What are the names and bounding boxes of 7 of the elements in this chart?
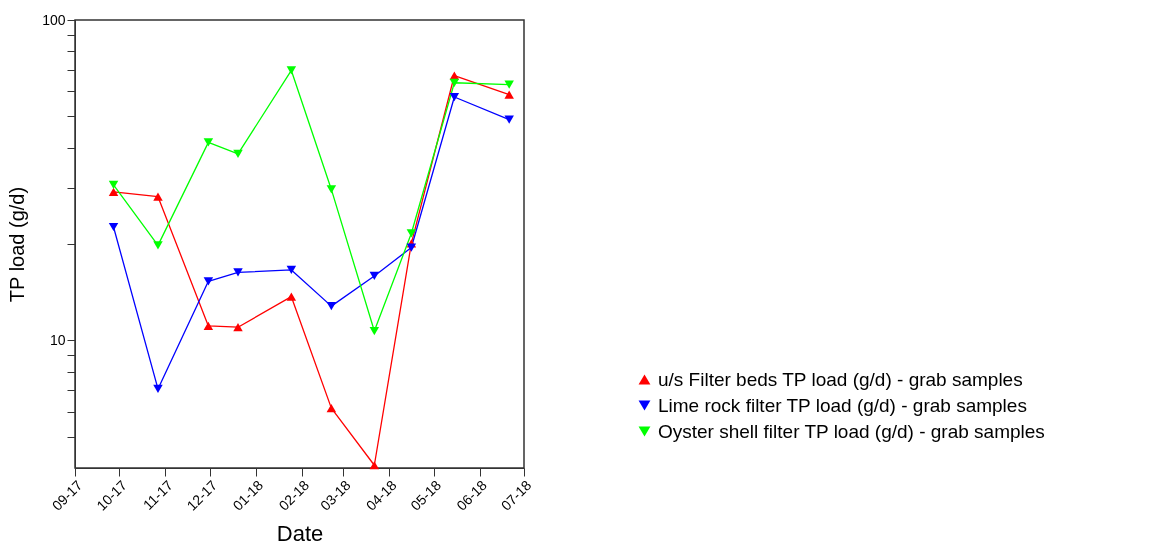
x-axis-title: Date — [276, 520, 324, 546]
legend-label: Oyster shell filter TP load (g/d) - grab samples — [658, 420, 1045, 442]
y-tick-label: 100 — [42, 11, 66, 28]
y-tick-label: 10 — [49, 331, 66, 348]
legend-label: Lime rock filter TP load (g/d) - grab samples — [658, 394, 1027, 416]
y-axis-title: TP load (g/d) — [6, 186, 29, 303]
legend-label: u/s Filter beds TP load (g/d) - grab samples — [658, 368, 1023, 390]
